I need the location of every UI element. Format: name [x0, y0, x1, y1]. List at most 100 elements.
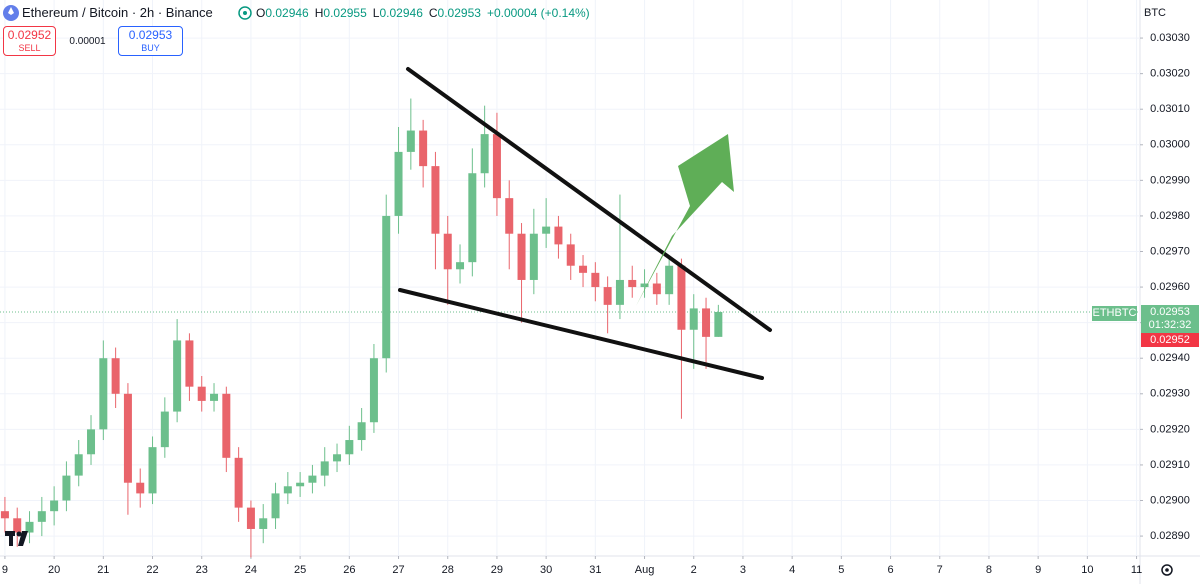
symbol-title: Ethereum / Bitcoin · 2h · Binance — [22, 5, 213, 20]
candle-body — [480, 134, 489, 174]
candle-body — [492, 134, 501, 199]
x-tick-label: 8 — [986, 564, 992, 576]
y-tick-label: 0.02970 — [1150, 245, 1190, 257]
x-tick-label: 28 — [442, 564, 454, 576]
y-tick-label: 0.02960 — [1150, 281, 1190, 293]
candle-body — [665, 265, 674, 295]
candle-body — [296, 482, 305, 487]
candle-body — [0, 511, 9, 519]
candle-body — [714, 311, 723, 337]
candle-body — [308, 475, 317, 483]
candle-body — [50, 500, 59, 512]
candle-body — [566, 244, 575, 266]
x-tick-label: 26 — [343, 564, 355, 576]
y-tick-label: 0.02900 — [1150, 494, 1190, 506]
candle-body — [456, 262, 465, 270]
x-tick-label: 3 — [740, 564, 746, 576]
spread: 0.00001 — [69, 36, 106, 47]
x-tick-label: 27 — [392, 564, 404, 576]
ohlc-value: 0.02955 — [323, 6, 367, 20]
buy-button[interactable]: 0.02953 BUY — [118, 26, 183, 56]
last-price-tag: 0.02953 01:32:32 — [1141, 305, 1199, 333]
x-tick-label: 22 — [146, 564, 158, 576]
candle-body — [185, 340, 194, 387]
candle-body — [591, 272, 600, 288]
candle-body — [173, 340, 182, 412]
candle-body — [677, 265, 686, 330]
candle-body — [542, 226, 551, 234]
y-tick-label: 0.02990 — [1150, 174, 1190, 186]
last-price: 0.02953 — [1150, 306, 1190, 318]
x-tick-label: 7 — [937, 564, 943, 576]
candle-body — [74, 454, 83, 476]
candle-body — [689, 308, 698, 330]
ohlc-key: L — [372, 6, 380, 20]
x-tick-label: 25 — [294, 564, 306, 576]
candle-body — [394, 151, 403, 216]
candle-body — [320, 461, 329, 476]
candle-body — [505, 198, 514, 234]
x-tick-label: 9 — [1035, 564, 1041, 576]
x-tick-label: 31 — [589, 564, 601, 576]
ohlc-value: 0.02946 — [265, 6, 309, 20]
x-tick-label: 11 — [1131, 564, 1142, 576]
ohlc-value: 0.02953 — [437, 6, 481, 20]
buy-price: 0.02953 — [128, 28, 173, 42]
x-tick-label: Aug — [635, 564, 655, 576]
y-tick-label: 0.03020 — [1150, 68, 1190, 80]
candle-body — [37, 511, 46, 522]
ohlc-key: C — [428, 6, 438, 20]
x-tick-label: 6 — [887, 564, 893, 576]
candle-body — [554, 226, 563, 245]
candle-body — [123, 393, 132, 483]
x-tick-label: 2 — [691, 564, 697, 576]
candle-body — [62, 475, 71, 501]
candle-body — [197, 386, 206, 401]
ohlc-key: H — [314, 6, 324, 20]
ohlc-key: O — [256, 6, 266, 20]
candle-body — [357, 422, 366, 441]
candle-body — [517, 233, 526, 280]
candle-body — [234, 457, 243, 508]
candle-body — [529, 233, 538, 280]
x-tick-label: 20 — [48, 564, 60, 576]
grid — [0, 0, 1140, 556]
candle-body — [333, 454, 342, 462]
y-tick-label: 0.03030 — [1150, 32, 1190, 44]
candle-body — [419, 130, 428, 167]
symbol-tag: ETHBTC — [1092, 306, 1137, 321]
sell-button[interactable]: 0.02952 SELL — [3, 26, 56, 56]
y-tick-label: 0.02910 — [1150, 459, 1190, 471]
candle-body — [87, 429, 96, 455]
x-tick-label: 5 — [838, 564, 844, 576]
candle-body — [148, 447, 157, 494]
candle-body — [640, 283, 649, 288]
candle-body — [136, 482, 145, 494]
y-tick-label: 0.02930 — [1150, 388, 1190, 400]
x-tick-label: 24 — [245, 564, 257, 576]
ohlc-value: 0.02946 — [379, 6, 423, 20]
candle-body — [615, 279, 624, 305]
candle-body — [702, 308, 711, 337]
y-tick-label: 0.02980 — [1150, 210, 1190, 222]
x-tick-label: 10 — [1081, 564, 1093, 576]
candle-body — [222, 393, 231, 458]
x-tick-label: 23 — [196, 564, 208, 576]
y-tick-label: 0.03010 — [1150, 103, 1190, 115]
y-tick-label: 0.02890 — [1150, 530, 1190, 542]
candle-body — [652, 283, 661, 295]
candle-body — [160, 411, 169, 448]
candle-body — [443, 233, 452, 270]
candle-body — [283, 486, 292, 494]
x-tick-label: 9 — [2, 564, 8, 576]
candle-body — [579, 265, 588, 273]
currency-label[interactable]: BTC — [1144, 7, 1166, 19]
candle-body — [259, 518, 268, 529]
candle-body — [382, 215, 391, 359]
x-tick-label: 29 — [491, 564, 503, 576]
candle-body — [603, 287, 612, 305]
sell-label: SELL — [18, 43, 41, 53]
y-tick-label: 0.03000 — [1150, 139, 1190, 151]
